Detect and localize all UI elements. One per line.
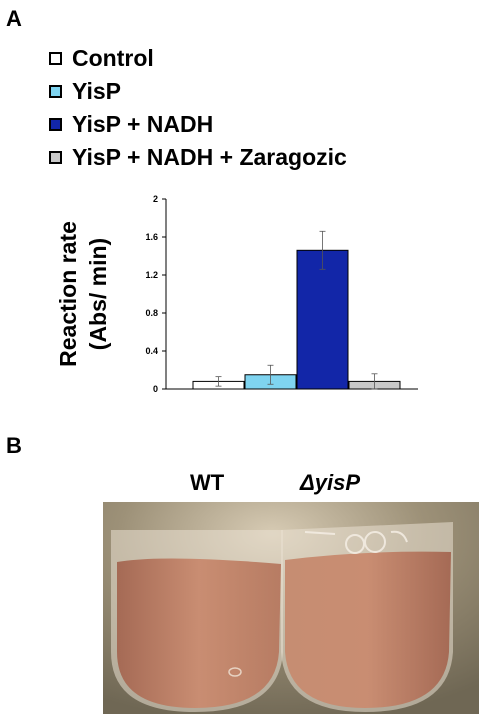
y-tick-label: 1.2 (145, 270, 158, 280)
legend-label-yisp-nadh: YisP + NADH (72, 111, 214, 137)
legend-item-yisp: YisP (49, 75, 347, 108)
bar (296, 249, 349, 390)
legend-swatch-control (49, 52, 62, 65)
legend-swatch-yisp (49, 85, 62, 98)
tube-mutant-culture (285, 551, 451, 708)
legend-swatch-yisp-nadh (49, 118, 62, 131)
y-axis-label: Reaction rate (Abs/ min) (55, 221, 111, 367)
legend-label-zaragozic: YisP + NADH + Zaragozic (72, 144, 347, 170)
tube-wt-bubble (228, 667, 242, 677)
tube-wt-culture (117, 558, 281, 708)
culture-tubes-illustration (103, 502, 479, 714)
legend-item-control: Control (49, 42, 347, 75)
tube-mutant-markings (304, 530, 408, 554)
legend-label-yisp: YisP (72, 78, 122, 104)
legend-item-zaragozic: YisP + NADH + Zaragozic (49, 141, 347, 174)
y-tick-label: 0 (153, 384, 158, 394)
photo-label-wt: WT (190, 470, 225, 495)
photo-label-mutant: ΔyisP (300, 470, 361, 495)
y-tick-label: 0.4 (145, 346, 158, 356)
y-tick-label: 1.6 (145, 232, 158, 242)
legend-swatch-zaragozic (49, 151, 62, 164)
panel-b-label: B (6, 433, 22, 458)
legend-item-yisp-nadh: YisP + NADH (49, 108, 347, 141)
bar-chart: 0 0.4 0.8 1.2 1.6 2 Reaction rate (Abs/ min) (55, 194, 418, 394)
y-tick-label: 2 (153, 194, 158, 204)
legend-label-control: Control (72, 45, 154, 71)
culture-tubes-photo (103, 502, 479, 714)
y-tick-label: 0.8 (145, 308, 158, 318)
chart-legend: Control YisP YisP + NADH YisP + NADH + Z… (49, 42, 347, 174)
panel-a-label: A (6, 6, 22, 31)
